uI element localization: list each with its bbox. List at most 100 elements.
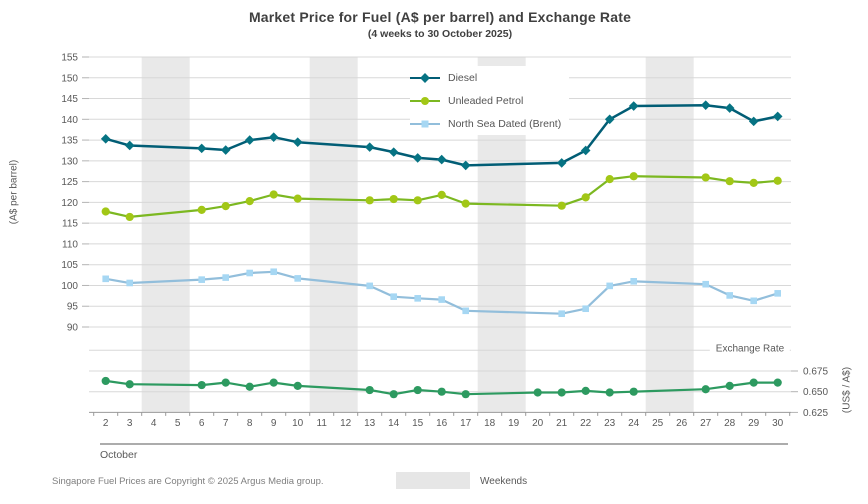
diesel-marker [220,145,231,155]
x-tick-label: 17 [460,418,472,429]
diesel-marker [364,142,375,152]
north-sea-dated-brent-marker [198,276,205,283]
exchange-rate-marker [773,378,782,387]
north-sea-dated-brent-marker [366,282,373,290]
weekend-swatch-icon [396,472,470,489]
copyright-text: Singapore Fuel Prices are Copyright © 20… [52,476,324,487]
exchange-rate-marker [557,388,566,397]
x-tick-label: 24 [628,418,640,429]
x-tick-label: 27 [700,418,712,429]
left-axis-tick-label: 90 [67,322,79,333]
x-tick-label: 15 [412,418,424,429]
weekend-band [645,57,694,413]
unleaded-petrol-marker [365,196,374,205]
right-axis-title: (US$ / A$) [841,366,853,414]
unleaded-petrol-marker [269,190,278,199]
exchange-rate-marker [461,390,470,399]
diesel-marker [100,134,111,144]
diesel-marker [388,147,399,157]
exchange-rate-marker [413,385,422,395]
north-sea-dated-brent-marker [294,275,301,282]
exchange-rate-marker [605,388,614,397]
north-sea-dated-brent-marker [462,307,469,315]
x-tick-label: 11 [317,418,328,429]
exchange-rate-marker [293,381,302,391]
unleaded-petrol-marker [389,194,398,204]
left-axis-tick-label: 145 [61,94,78,105]
left-axis-title: (A$ per barrel) [8,159,20,225]
north-sea-dated-brent-marker [246,269,253,277]
unleaded-petrol-line-icon [410,95,440,107]
weekend-band [309,57,358,413]
legend-label-brent: North Sea Dated (Brent) [448,117,562,130]
x-tick-label: 13 [364,418,376,429]
left-axis-tick-label: 130 [61,156,78,167]
north-sea-dated-brent-marker [558,310,565,318]
x-tick-label: 30 [772,418,784,429]
x-tick-label: 16 [436,418,448,429]
unleaded-petrol-marker [749,178,758,187]
x-tick-label: 29 [748,418,760,429]
legend: Diesel Unleaded Petrol North Sea Dated (… [410,66,570,135]
right-axis-tick-label: 0.675 [803,367,828,378]
north-sea-dated-brent-marker [582,305,589,313]
north-sea-dated-brent-marker [630,278,637,285]
x-tick-label: 18 [484,418,496,429]
diesel-marker [124,140,135,151]
unleaded-petrol-marker [701,173,710,182]
x-tick-label: 20 [532,418,544,429]
x-tick-label: 14 [388,418,400,429]
left-axis-tick-label: 125 [61,177,78,188]
x-tick-label: 7 [223,418,229,429]
weekend-label: Weekends [480,476,528,487]
unleaded-petrol-marker [773,176,782,185]
north-sea-dated-brent-marker [606,282,613,290]
x-tick-label: 9 [271,418,277,429]
unleaded-petrol-marker [413,196,422,205]
x-tick-label: 6 [199,418,205,429]
x-tick-label: 12 [340,418,352,429]
north-sea-dated-brent-marker [438,296,445,303]
legend-item-brent: North Sea Dated (Brent) [410,112,570,135]
left-axis-tick-label: 135 [61,136,78,147]
x-tick-label: 21 [556,418,568,429]
legend-item-diesel: Diesel [410,66,570,89]
unleaded-petrol-marker [461,199,470,208]
north-sea-dated-brent-marker [102,275,109,283]
x-tick-label: 19 [508,418,520,429]
diesel-marker [604,114,615,125]
brent-line-icon [410,118,440,130]
x-tick-label: 5 [175,418,181,429]
diesel-marker [244,135,255,145]
chart-title: Market Price for Fuel (A$ per barrel) an… [248,9,632,25]
left-axis-tick-label: 120 [61,198,78,209]
north-sea-dated-brent-marker [222,274,229,281]
exchange-rate-marker [581,386,590,395]
x-tick-label: 2 [103,418,109,429]
exchange-rate-marker [365,385,374,395]
diesel-marker [748,116,759,127]
exchange-rate-marker [197,380,206,390]
right-axis-tick-label: 0.625 [803,408,828,419]
diesel-marker [412,153,423,163]
exchange-rate-marker [749,378,758,387]
diesel-line-icon [410,72,440,84]
unleaded-petrol-marker [629,172,638,181]
left-axis-tick-label: 115 [62,219,78,230]
right-axis-tick-label: 0.650 [803,387,828,398]
unleaded-petrol-marker [437,190,446,200]
north-sea-dated-brent-marker [390,293,397,300]
diesel-marker [700,100,711,110]
legend-label-diesel: Diesel [448,71,478,84]
exchange-rate-marker [533,388,542,397]
left-axis-tick-label: 110 [62,239,78,250]
left-axis-tick-label: 105 [61,260,78,271]
diesel-marker [724,103,735,113]
left-axis-tick-label: 100 [61,281,78,292]
x-tick-label: 8 [247,418,253,429]
legend-item-unleaded-petrol: Unleaded Petrol [410,89,570,112]
x-tick-label: 25 [652,418,664,429]
unleaded-petrol-marker [605,175,614,184]
